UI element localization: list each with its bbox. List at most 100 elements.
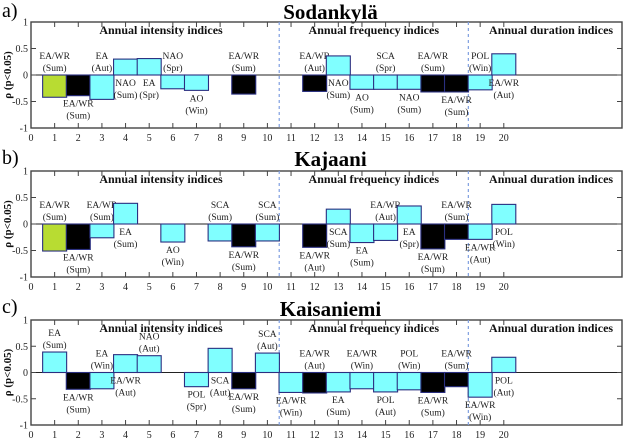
x-tick-label: 15 [381, 430, 391, 439]
section-label: Annual duration indices [489, 172, 613, 186]
bar [42, 74, 68, 98]
y-tick-label: -0.5 [12, 246, 28, 257]
bar-label-line: (Win) [398, 361, 420, 372]
bar-label-line: (Aut) [470, 254, 491, 265]
bar-label: EA/WR (Win) [276, 396, 307, 418]
bar [183, 74, 210, 91]
bar-label: EA/WR (Win) [347, 350, 378, 372]
bar-label: EA/WR (Sum) [418, 253, 449, 275]
bar-label-line: POL [495, 377, 513, 387]
x-tick-label: 13 [333, 133, 343, 144]
bar-label-line: (Sum) [114, 90, 138, 101]
bar-label: NAO (Sum) [326, 79, 350, 101]
bar [65, 371, 91, 390]
x-tick-label: 6 [170, 133, 175, 144]
bar [491, 53, 517, 76]
x-tick-label: 17 [428, 430, 438, 439]
bar-label: EA/WR (Sum) [39, 52, 70, 74]
x-tick-label: 13 [333, 430, 343, 439]
x-tick-label: 16 [404, 282, 414, 293]
bar-label: EA/WR (Sum) [441, 201, 472, 223]
bar [254, 352, 280, 374]
bar-label-line: (Win) [185, 105, 207, 116]
section-label: Annual intensity indices [99, 321, 223, 335]
bar-label: EA/WR (Sum) [63, 253, 94, 275]
bar-label-line: POL [400, 350, 418, 360]
bar-label: EA (Sum) [43, 329, 67, 351]
bar-label: SCA (Aut) [257, 330, 278, 352]
bar [443, 74, 470, 93]
x-tick-label: 3 [99, 133, 104, 144]
bar-label-line: (Sum) [326, 407, 350, 418]
bar-label-line: (Aut) [304, 262, 325, 273]
bar [65, 74, 91, 97]
bar-label: POL (Win) [493, 228, 515, 250]
section-label: Annual intensity indices [99, 23, 223, 37]
x-tick-label: 10 [262, 133, 272, 144]
bar [420, 74, 446, 93]
bar-label-line: EA/WR [418, 253, 449, 263]
bar [349, 74, 375, 90]
bar [373, 74, 399, 90]
bar-label: EA/WR (Aut) [465, 243, 496, 265]
bar [160, 74, 186, 90]
bar [373, 223, 399, 241]
y-tick-label: 1 [23, 18, 28, 29]
x-tick-label: 3 [99, 430, 104, 439]
x-tick-label: 4 [123, 133, 128, 144]
bar-label-line: (Sum) [232, 262, 256, 273]
y-tick-label: 0 [23, 368, 28, 379]
bar-label-line: EA/WR [39, 52, 70, 62]
x-tick-label: 17 [428, 282, 438, 293]
y-tick-label: -1 [20, 273, 28, 284]
bar-label-line: (Aut) [115, 388, 136, 399]
bar-label-line: (Sum) [326, 239, 350, 250]
bar [278, 371, 304, 394]
bar-label: EA/WR (Sum) [228, 393, 259, 415]
bar-label-line: EA/WR [276, 396, 307, 406]
y-tick-label: -0.5 [12, 394, 28, 405]
y-tick-label: 1 [23, 316, 28, 327]
bar-label-line: POL [495, 228, 513, 238]
bar [89, 371, 115, 390]
bar-label-line: (Sum) [421, 63, 445, 74]
x-tick-label: 19 [475, 133, 485, 144]
section-label: Annual frequency indices [309, 172, 440, 186]
y-tick-label: 0.5 [16, 193, 29, 204]
y-tick-label: 0.5 [16, 342, 29, 353]
x-tick-label: 3 [99, 282, 104, 293]
x-tick-label: 1 [52, 282, 57, 293]
x-tick-label: 2 [76, 282, 81, 293]
bar-label: NAO (Sum) [114, 79, 138, 101]
bar-label-line: EA [356, 247, 369, 257]
bar-label-line: EA/WR [299, 52, 330, 62]
bar [113, 202, 139, 225]
bar-label: EA (Spr) [139, 79, 159, 101]
panel-letter: b) [2, 147, 19, 169]
bar-label-line: (Spr) [399, 239, 419, 250]
y-tick-label: -1 [20, 124, 28, 135]
bar-label: EA/WR (Aut) [110, 377, 141, 399]
bar-label-line: (Sum) [256, 212, 280, 223]
x-tick-label: 17 [428, 133, 438, 144]
bar-label-line: EA/WR [228, 251, 259, 261]
bar [42, 351, 68, 374]
x-tick-label: 7 [194, 430, 199, 439]
bar-label-line: (Sum) [445, 212, 469, 223]
bar [349, 371, 375, 390]
bar-label-line: EA/WR [110, 377, 141, 387]
bar-label-line: AO [166, 246, 180, 256]
bar-label-line: (Sum) [232, 404, 256, 415]
bar [467, 74, 493, 91]
bar-label: AO (Win) [185, 94, 207, 116]
bar [183, 371, 210, 388]
bar-label: EA/WR (Sum) [418, 52, 449, 74]
bar-label-line: (Aut) [257, 341, 278, 352]
x-tick-label: 12 [310, 282, 320, 293]
section-label: Annual frequency indices [309, 23, 440, 37]
y-tick-label: -0.5 [12, 97, 28, 108]
bar [89, 74, 115, 100]
chart-panel-3: c) Kaisaniemi-1-0.500.510 1 2 3 4 5 6 7 8 9 10 11 12 1… [2, 296, 623, 439]
bar [89, 223, 115, 239]
